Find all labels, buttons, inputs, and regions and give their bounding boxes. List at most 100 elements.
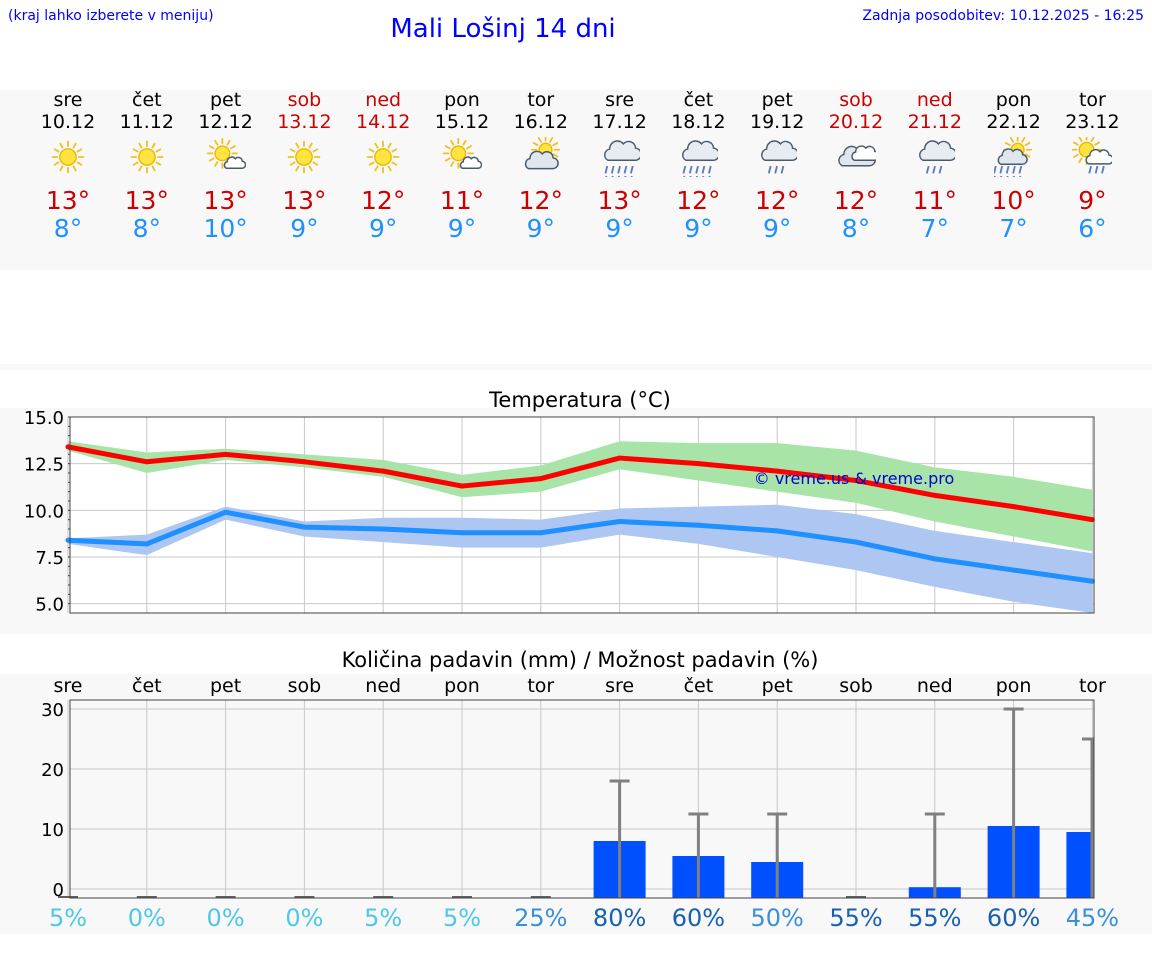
- min-temperature-point: [459, 530, 465, 536]
- day-name: ned: [916, 89, 953, 111]
- min-temperature: 9°: [447, 214, 477, 243]
- min-temperature: 9°: [684, 214, 713, 243]
- day-date: 22.12: [986, 111, 1041, 133]
- day-date: 14.12: [355, 111, 411, 133]
- x-tick-label: sob: [839, 675, 873, 697]
- forecast-band: [0, 90, 1152, 270]
- max-temperature: 12°: [676, 186, 721, 215]
- min-temperature-point: [144, 541, 150, 547]
- day-column: ned 21.12 11° 7°: [897, 89, 973, 243]
- day-name: pet: [761, 89, 793, 111]
- y-tick-label: 5.0: [35, 595, 64, 616]
- precipitation-probability: 50%: [751, 904, 804, 932]
- top-note: (kraj lahko izberete v meniju): [8, 8, 214, 24]
- day-name: čet: [132, 89, 162, 111]
- day-name: sre: [53, 89, 83, 111]
- day-name: pet: [209, 89, 242, 111]
- day-name: tor: [1078, 89, 1106, 111]
- day-date: 16.12: [513, 111, 568, 133]
- max-temperature-point: [459, 483, 465, 489]
- max-temperature-point: [538, 476, 544, 482]
- plot-area: [70, 700, 1094, 898]
- max-temperature: 13°: [203, 186, 248, 215]
- cloud-rain-light-icon: [918, 140, 955, 174]
- day-column: sob 13.12 13° 9°: [266, 89, 342, 243]
- min-temperature: 7°: [920, 214, 949, 243]
- y-tick-label: 12.5: [24, 455, 64, 476]
- precipitation-probability: 60%: [672, 904, 725, 932]
- sun-icon: [366, 140, 400, 174]
- sun-icon: [51, 140, 85, 174]
- precipitation-probability: 80%: [593, 904, 646, 932]
- max-temperature-point: [380, 468, 386, 474]
- min-temperature-line: [67, 509, 1093, 584]
- day-column: sre 10.12 13° 8°: [30, 89, 106, 243]
- precipitation-probability: 55%: [908, 904, 961, 932]
- max-temperature-point: [774, 468, 780, 474]
- day-date: 21.12: [907, 111, 962, 133]
- x-tick-label: pon: [996, 675, 1032, 697]
- max-temperature-band: [68, 441, 1093, 552]
- day-column: pet 19.12 12° 9°: [739, 89, 815, 243]
- cloud-rain-light-icon: [761, 140, 798, 174]
- max-temperature-point: [932, 492, 938, 498]
- cloud-icon: [838, 145, 876, 167]
- watermark: © vreme.us & vreme.pro: [754, 469, 955, 488]
- min-temperature-point: [65, 537, 71, 543]
- day-name: pon: [995, 89, 1032, 111]
- day-column: pon 22.12 10° 7°: [976, 89, 1052, 243]
- page-title: Mali Lošinj 14 dni: [390, 14, 616, 44]
- day-date: 12.12: [198, 111, 253, 133]
- max-temperature: 12°: [755, 186, 800, 215]
- x-tick-label: čet: [684, 675, 714, 697]
- precipitation-chart: sre čet pet sob ned pon tor sre čet pet sob ned pon t…: [41, 675, 1119, 932]
- y-tick-label: 20: [41, 760, 64, 781]
- min-temperature: 8°: [53, 214, 83, 243]
- sun-icon: [130, 140, 164, 174]
- y-tick-label: 7.5: [35, 548, 64, 569]
- min-temperature: 8°: [841, 214, 871, 243]
- day-date: 17.12: [592, 111, 647, 133]
- day-date: 10.12: [40, 111, 96, 133]
- day-name: ned: [365, 89, 402, 111]
- max-temperature: 12°: [833, 186, 879, 215]
- day-date: 19.12: [749, 111, 805, 133]
- plot-frame: [69, 699, 1095, 899]
- temperature-chart-title: Temperatura (°C): [489, 388, 671, 412]
- day-column: sre 17.12 13° 9°: [582, 89, 658, 243]
- precipitation-probability: 0%: [285, 904, 323, 932]
- y-tick-label: 0: [53, 880, 64, 901]
- day-date: 13.12: [277, 111, 332, 133]
- day-column: tor 23.12 9° 6°: [1054, 89, 1130, 243]
- max-temperature: 12°: [518, 186, 563, 215]
- sun-cloud-rain-heavy-icon: [993, 137, 1032, 177]
- x-tick-label: čet: [132, 675, 162, 697]
- max-temperature-point: [617, 455, 623, 461]
- day-name: tor: [527, 89, 555, 111]
- max-temperature: 13°: [282, 186, 327, 215]
- day-column: čet 11.12 13° 8°: [109, 89, 185, 243]
- min-temperature: 8°: [132, 214, 161, 243]
- sun-icon: [288, 140, 321, 174]
- min-temperature-point: [774, 528, 780, 534]
- max-temperature-point: [223, 451, 229, 457]
- min-temperature: 9°: [762, 214, 792, 243]
- x-tick-label: tor: [527, 675, 554, 697]
- min-temperature-point: [932, 556, 938, 562]
- y-tick-label: 15.0: [24, 408, 64, 429]
- min-temperature-point: [695, 522, 701, 528]
- day-date: 15.12: [434, 111, 490, 133]
- day-column: pet 12.12 13° 10°: [188, 89, 264, 243]
- min-temperature-point: [301, 524, 307, 530]
- day-date: 23.12: [1065, 111, 1120, 133]
- temperature-chart: 15.0 12.5 10.0 7.5 5.0 © vreme.us & vreme.pro: [24, 408, 1095, 616]
- max-temperature: 12°: [361, 186, 406, 215]
- min-temperature-point: [853, 539, 859, 545]
- day-column: tor 16.12 12° 9°: [503, 89, 579, 243]
- sun-cloud-icon: [442, 137, 482, 169]
- precipitation-probability: 45%: [1066, 904, 1119, 932]
- x-tick-label: ned: [365, 675, 401, 697]
- cloud-rain-heavy-icon: [682, 140, 719, 177]
- day-column: pon 15.12 11° 9°: [424, 89, 500, 243]
- max-temperature-point: [695, 461, 701, 467]
